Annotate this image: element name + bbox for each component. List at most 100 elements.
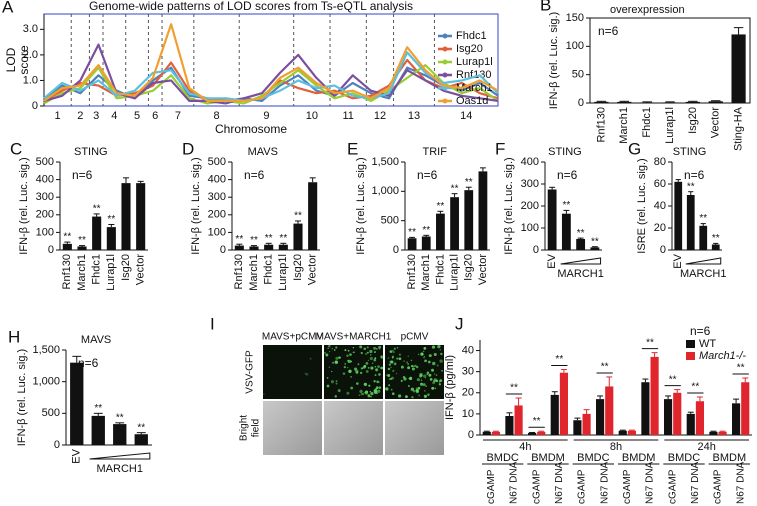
- gfp-cell: [439, 379, 443, 383]
- x-axis-label: Chromosome: [215, 122, 287, 136]
- bar: [264, 244, 274, 250]
- gfp-cell: [335, 380, 338, 382]
- gfp-cell: [360, 367, 364, 370]
- y-tick-label: 40: [654, 200, 666, 212]
- gfp-cell: [367, 394, 371, 398]
- x-tick-label: Fhdc1: [641, 107, 653, 138]
- gfp-cell: [380, 366, 383, 370]
- gfp-cell: [393, 347, 396, 350]
- gfp-cell: [263, 392, 265, 395]
- gfp-cell: [327, 347, 329, 350]
- chromosome-label: 8: [213, 110, 219, 122]
- gfp-cell: [424, 359, 428, 362]
- bar: [594, 101, 609, 103]
- gfp-cell: [365, 370, 369, 373]
- n-label: n=6: [690, 324, 711, 338]
- legend-label: WT: [699, 338, 716, 350]
- significance: **: [555, 354, 563, 365]
- significance: **: [93, 204, 101, 215]
- gfp-cell: [388, 363, 391, 366]
- significance: **: [265, 233, 273, 244]
- gfp-cell: [416, 378, 420, 382]
- n-label: n=6: [78, 356, 99, 370]
- x-tick-label: Isg20: [120, 254, 132, 281]
- gfp-cell: [368, 384, 371, 387]
- gfp-cell: [375, 347, 378, 350]
- y-tick-label: 0: [220, 244, 226, 256]
- panel-letter: I: [210, 314, 215, 333]
- bar: [561, 213, 571, 250]
- gfp-cell: [378, 381, 380, 384]
- bar: [641, 382, 650, 435]
- y-axis-label: IFN-β (rel. Luc. sig.): [548, 12, 560, 109]
- legend-dot: [442, 98, 448, 104]
- gfp-cell: [420, 382, 423, 385]
- x-tick-label: EV: [71, 448, 83, 463]
- gfp-cell: [439, 348, 442, 351]
- x-tick-label: Isg20: [463, 254, 475, 281]
- gfp-cell: [392, 369, 395, 373]
- y-tick-label: 200: [208, 209, 226, 221]
- group-label: MARCH1: [557, 268, 603, 280]
- y-tick-label: 2.0: [23, 49, 38, 61]
- significance: **: [116, 412, 124, 423]
- brightfield-image: [324, 401, 383, 455]
- gfp-cell: [395, 372, 398, 375]
- x-tick-label: March1: [618, 107, 630, 144]
- gfp-cell: [431, 368, 434, 372]
- x-tick-label: EV: [546, 253, 558, 268]
- panel-letter: H: [8, 327, 20, 346]
- y-tick-label: 50: [572, 69, 584, 81]
- gfp-cell: [385, 387, 389, 391]
- gfp-cell: [350, 376, 352, 378]
- y-tick-label: 10: [462, 408, 474, 420]
- y-tick-label: 100: [521, 222, 539, 234]
- gfp-cell: [413, 365, 415, 367]
- legend-label: Rnf130: [456, 69, 491, 81]
- y-tick-label: 300: [36, 191, 54, 203]
- bar: [308, 182, 318, 250]
- chart-title: TRIF: [423, 146, 448, 158]
- bar: [618, 430, 627, 435]
- y-tick-label: 0: [32, 100, 38, 112]
- gfp-cell: [370, 395, 372, 398]
- gfp-cell: [387, 367, 391, 371]
- gfp-cell: [369, 390, 372, 393]
- y-tick-label: 500: [208, 156, 226, 168]
- y-tick-label: 1,500: [32, 344, 60, 356]
- y-tick-label: 80: [654, 156, 666, 168]
- bar: [674, 181, 683, 250]
- x-tick-label: Lurap1l: [105, 254, 117, 291]
- gfp-cell: [411, 364, 414, 368]
- gfp-cell: [366, 346, 369, 349]
- y-tick-label: 400: [36, 174, 54, 186]
- panel-letter: J: [455, 314, 464, 333]
- bar: [514, 405, 523, 435]
- gfp-cell: [390, 350, 392, 352]
- significance: **: [577, 228, 585, 239]
- bar: [278, 244, 288, 250]
- gfp-cell: [337, 389, 341, 393]
- y-tick-label: 0: [393, 244, 399, 256]
- bar: [478, 171, 488, 250]
- bar: [106, 227, 116, 250]
- legend-dot: [442, 33, 448, 39]
- gfp-cell: [373, 346, 377, 350]
- panel-letter: A: [2, 0, 14, 16]
- gfp-cell: [367, 359, 369, 361]
- column-label: pCMV: [401, 332, 429, 343]
- chromosome-label: 3: [93, 110, 99, 122]
- bar: [617, 101, 632, 103]
- x-tick-label: Vector: [307, 254, 319, 286]
- gfp-cell: [370, 392, 374, 396]
- cell-label: BMDM: [713, 452, 747, 464]
- gfp-cell: [420, 379, 423, 381]
- significance: **: [451, 183, 459, 194]
- row-label: VSV-GFP: [245, 350, 256, 394]
- gfp-cell: [367, 366, 370, 369]
- bar: [450, 197, 459, 250]
- gfp-cell: [432, 361, 436, 366]
- y-tick-label: 0: [578, 97, 584, 109]
- bar: [711, 244, 720, 250]
